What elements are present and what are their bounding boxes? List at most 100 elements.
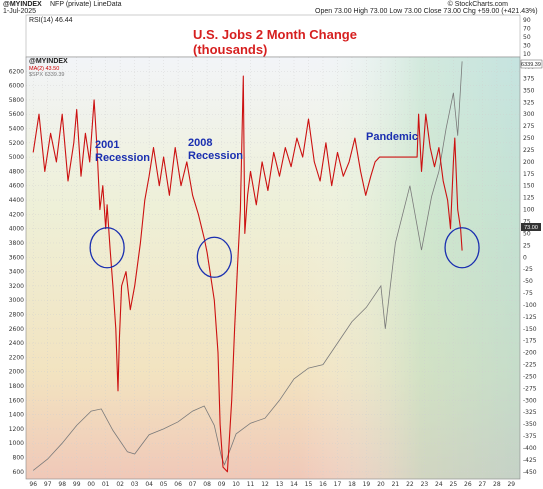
y-right-tick-label: -425: [523, 457, 537, 464]
last-value-text: 73.00: [524, 225, 538, 231]
x-tick-label: 96: [29, 481, 37, 488]
y-left-tick-label: 1200: [9, 426, 24, 433]
y-right-tick-label: -300: [523, 397, 537, 404]
rsi-label: RSI(14) 46.44: [29, 17, 73, 24]
y-left-tick-label: 4200: [9, 211, 24, 218]
x-tick-label: 22: [406, 481, 414, 488]
y-left-tick-label: 1800: [9, 383, 24, 390]
y-right-tick-label: -50: [523, 278, 533, 285]
y-right-tick-label: 225: [523, 147, 535, 154]
spx-series-line: [32, 61, 463, 471]
y-right-tick-label: 175: [523, 171, 535, 178]
y-right-tick-label: 50: [523, 230, 531, 237]
y-right-tick-label: 75: [523, 219, 531, 226]
y-right-tick-label: -250: [523, 373, 537, 380]
nfp-2m-change-series-line: [32, 75, 463, 473]
y-left-tick-label: 3600: [9, 254, 24, 261]
chart-title-line1: U.S. Jobs 2 Month Change: [193, 27, 357, 42]
y-left-tick-label: 800: [13, 455, 25, 462]
x-tick-label: 13: [276, 481, 284, 488]
x-tick-label: 27: [479, 481, 487, 488]
rsi-tick-label: 50: [523, 34, 531, 41]
y-left-tick-label: 5000: [9, 154, 24, 161]
rsi-tick-label: 70: [523, 26, 531, 33]
y-right-tick-label: -150: [523, 326, 537, 333]
x-tick-label: 20: [377, 481, 385, 488]
y-right-tick-label: 100: [523, 207, 535, 214]
y-right-tick-label: 275: [523, 123, 535, 130]
x-tick-label: 04: [145, 481, 153, 488]
y-left-tick-label: 3000: [9, 297, 24, 304]
y-right-tick-label: 0: [523, 254, 527, 261]
x-tick-label: 19: [363, 481, 371, 488]
x-tick-label: 10: [232, 481, 240, 488]
y-right-tick-label: -25: [523, 266, 533, 273]
y-left-tick-label: 1600: [9, 397, 24, 404]
y-right-tick-label: -325: [523, 409, 537, 416]
y-right-tick-label: -100: [523, 302, 537, 309]
annotation-2008-line2: Recession: [188, 150, 243, 162]
y-left-tick-label: 6000: [9, 83, 24, 90]
x-tick-label: 15: [305, 481, 313, 488]
highlight-circle: [444, 227, 480, 269]
spx-value-badge: 6339.39: [520, 59, 543, 69]
x-tick-label: 01: [102, 481, 110, 488]
y-right-tick-label: 350: [523, 87, 535, 94]
x-tick-label: 24: [435, 481, 443, 488]
y-right-tick-label: -375: [523, 433, 537, 440]
highlight-circle: [89, 227, 125, 269]
header-date: 1-Jul-2025: [3, 8, 36, 15]
x-tick-label: 26: [464, 481, 472, 488]
spx-value-text: 6339.39: [521, 62, 541, 68]
x-tick-label: 12: [261, 481, 269, 488]
y-right-tick-label: -225: [523, 362, 537, 369]
y-right-tick-label: -350: [523, 421, 537, 428]
y-right-tick-label: 25: [523, 242, 531, 249]
y-left-tick-label: 3200: [9, 283, 24, 290]
y-left-tick-label: 1400: [9, 412, 24, 419]
y-left-tick-label: 2000: [9, 369, 24, 376]
annotation-2001-line2: Recession: [95, 152, 150, 164]
legend-symbol: @MYINDEX: [29, 58, 68, 65]
legend-spy: $SPX 6339.39: [29, 72, 64, 78]
y-left-tick-label: 3400: [9, 269, 24, 276]
rsi-tick-label: 30: [523, 43, 531, 50]
y-right-tick-label: -125: [523, 314, 537, 321]
annotation-2008-line1: 2008: [188, 137, 212, 149]
x-tick-label: 11: [247, 481, 255, 488]
y-left-tick-label: 2200: [9, 354, 24, 361]
x-tick-label: 29: [507, 481, 515, 488]
y-right-tick-label: 250: [523, 135, 535, 142]
x-tick-label: 14: [290, 481, 298, 488]
y-left-tick-label: 4800: [9, 168, 24, 175]
y-right-tick-label: 200: [523, 159, 535, 166]
y-left-tick-label: 4400: [9, 197, 24, 204]
y-right-tick-label: -450: [523, 469, 537, 476]
chart-title-line2: (thousands): [193, 42, 267, 57]
last-value-badge: 73.00: [521, 223, 541, 231]
x-tick-label: 21: [392, 481, 400, 488]
legend-ma: MA(2) 43.50: [29, 66, 59, 72]
y-right-tick-label: 125: [523, 195, 535, 202]
y-right-tick-label: 300: [523, 111, 535, 118]
y-left-tick-label: 2400: [9, 340, 24, 347]
x-tick-label: 28: [493, 481, 501, 488]
legend: @MYINDEX MA(2) 43.50 $SPX 6339.39: [29, 58, 68, 78]
y-left-tick-label: 4600: [9, 183, 24, 190]
y-left-tick-label: 600: [13, 469, 25, 476]
y-right-tick-label: -275: [523, 385, 537, 392]
x-tick-label: 99: [73, 481, 81, 488]
main-plot: [25, 56, 521, 480]
x-tick-label: 25: [450, 481, 458, 488]
annotation-pandemic: Pandemic: [366, 131, 418, 143]
source-credit: © StockCharts.com: [448, 0, 509, 8]
y-left-tick-label: 1000: [9, 440, 24, 447]
ohlc-readout: Open 73.00 High 73.00 Low 73.00 Close 73…: [315, 8, 538, 15]
x-tick-label: 00: [87, 481, 95, 488]
x-tick-label: 98: [58, 481, 66, 488]
y-right-tick-label: 375: [523, 75, 535, 82]
y-left-tick-label: 2600: [9, 326, 24, 333]
x-tick-label: 06: [174, 481, 182, 488]
